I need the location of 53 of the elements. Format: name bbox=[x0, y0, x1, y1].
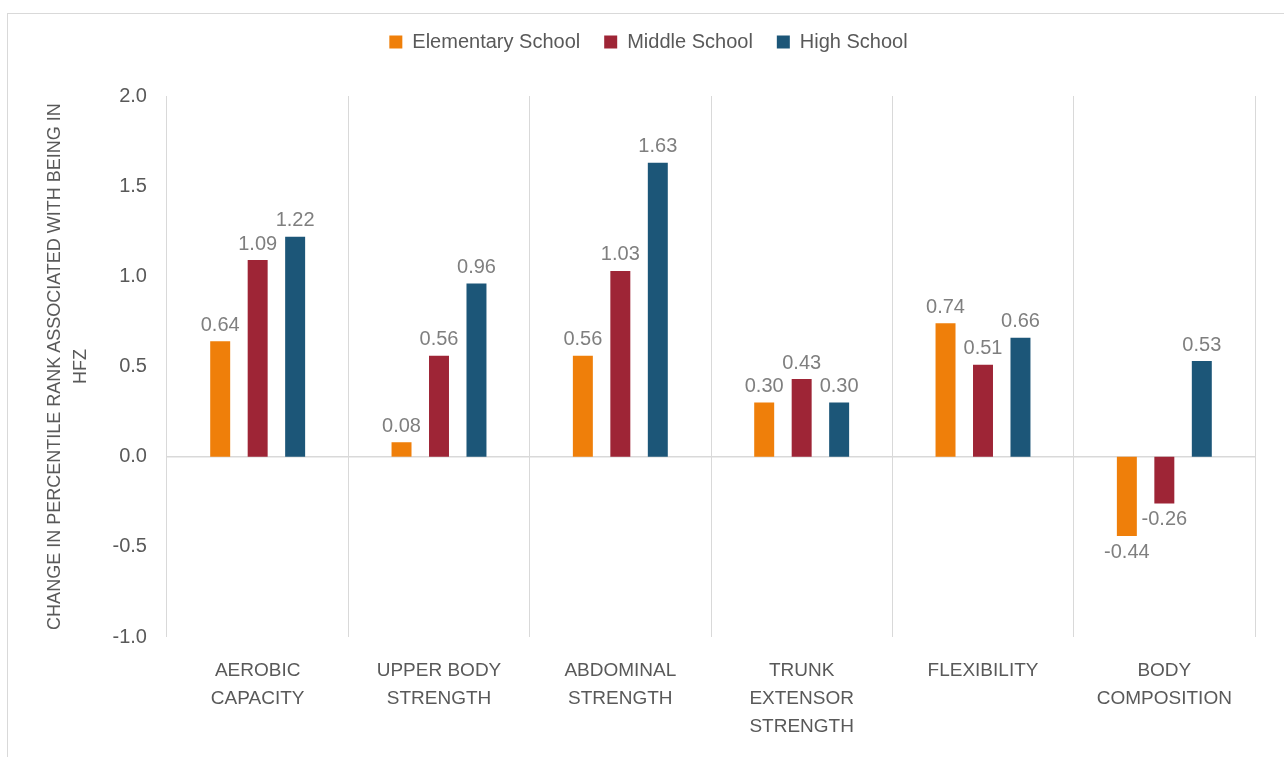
bar bbox=[754, 402, 775, 457]
x-tick-label: TRUNK EXTENSOR STRENGTH bbox=[749, 659, 854, 737]
x-tick-label: AEROBIC CAPACITY bbox=[210, 659, 305, 709]
bar bbox=[466, 283, 487, 457]
bar bbox=[572, 355, 593, 457]
data-label: 0.74 bbox=[926, 294, 965, 317]
y-tick-label: 2.0 bbox=[119, 83, 147, 106]
data-label: 0.96 bbox=[457, 255, 496, 278]
y-tick-label: 0.0 bbox=[119, 444, 147, 467]
bar bbox=[647, 162, 668, 457]
y-tick-label: 1.0 bbox=[119, 263, 147, 286]
data-label: 0.64 bbox=[200, 312, 240, 335]
bar bbox=[429, 355, 449, 457]
data-label: -0.26 bbox=[1141, 507, 1188, 530]
legend-label: Middle School bbox=[627, 29, 753, 52]
x-tick-label: BODY COMPOSITION bbox=[1096, 659, 1232, 709]
data-label: 0.30 bbox=[744, 374, 784, 397]
data-label: 0.66 bbox=[1001, 309, 1040, 332]
data-label: 0.56 bbox=[563, 327, 603, 350]
x-tick-label: ABDOMINAL STRENGTH bbox=[564, 659, 677, 709]
y-tick-label: 0.5 bbox=[119, 354, 147, 377]
bar bbox=[391, 442, 412, 457]
data-label: 0.56 bbox=[419, 327, 459, 350]
x-tick-label: UPPER BODY STRENGTH bbox=[376, 659, 502, 709]
data-label: 0.43 bbox=[782, 350, 822, 373]
data-label: 1.63 bbox=[638, 134, 678, 157]
bar bbox=[285, 236, 306, 457]
y-tick-label: -1.0 bbox=[112, 624, 147, 647]
data-label: 1.03 bbox=[600, 242, 640, 265]
legend-label: High School bbox=[799, 29, 908, 52]
data-label: 1.09 bbox=[238, 231, 278, 254]
bar bbox=[1154, 456, 1175, 504]
bar bbox=[791, 379, 812, 457]
bar bbox=[210, 341, 231, 457]
bar bbox=[247, 260, 268, 457]
data-label: 0.30 bbox=[819, 374, 859, 397]
y-tick-label: 1.5 bbox=[119, 173, 147, 196]
y-tick-label: -0.5 bbox=[112, 534, 147, 557]
data-label: 0.53 bbox=[1182, 332, 1222, 355]
data-label: -0.44 bbox=[1104, 539, 1150, 562]
data-label: 1.22 bbox=[275, 208, 315, 231]
bar bbox=[935, 323, 956, 457]
legend-label: Elementary School bbox=[412, 29, 581, 52]
bar bbox=[1116, 456, 1137, 537]
bar bbox=[829, 402, 850, 457]
data-label: 0.51 bbox=[963, 336, 1003, 359]
y-axis-title: CHANGE IN PERCENTILE RANK ASSOCIATED WITH BEING IN HFZ bbox=[44, 103, 91, 630]
bar bbox=[973, 364, 993, 457]
bar bbox=[1010, 337, 1031, 457]
bar bbox=[610, 270, 631, 457]
bar bbox=[1191, 361, 1212, 457]
data-label: 0.08 bbox=[382, 413, 421, 436]
x-tick-label: FLEXIBILITY bbox=[927, 659, 1039, 681]
